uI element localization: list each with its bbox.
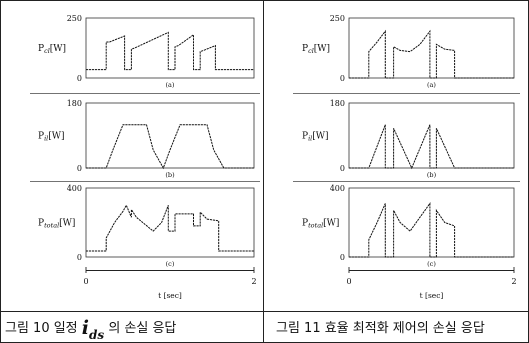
- y-max-label: 400: [67, 184, 82, 193]
- y-min-label: 0: [340, 74, 345, 83]
- time-tick-label: 0: [346, 277, 351, 286]
- figure-10-caption: 그림 10 일정 ids 의 손실 응답: [5, 317, 176, 342]
- time-axis: 0 2 t [sec]: [346, 267, 517, 300]
- y-axis-label: Ptotal[W]: [38, 219, 75, 230]
- y-max-label: 250: [330, 14, 345, 23]
- series-line: [86, 204, 254, 252]
- panel-b: 180 0 Pil[W] (b): [302, 99, 515, 179]
- panel-frame: [348, 187, 515, 258]
- y-min-label: 0: [77, 74, 82, 83]
- panel-label: (b): [427, 171, 437, 179]
- y-max-label: 180: [67, 99, 82, 108]
- y-max-label: 250: [67, 14, 82, 23]
- panel-b: 180 0 Pil[W] (b): [38, 99, 255, 179]
- time-axis-label: t [sec]: [420, 291, 444, 300]
- y-axis-label: Pil[W]: [38, 132, 65, 143]
- series-line: [86, 124, 254, 170]
- series-line: [349, 29, 514, 79]
- panel-label: (c): [166, 260, 175, 268]
- time-axis-label: t [sec]: [158, 291, 182, 300]
- figure-11: 250 0 Pcl[W] (a) 180 0 Pil[W] (b) 400 0 Ptotal[W] (…: [293, 14, 520, 300]
- caption-prefix: 그림 10 일정: [5, 321, 78, 336]
- panel-label: (a): [427, 81, 436, 89]
- y-min-label: 0: [340, 164, 345, 173]
- y-min-label: 0: [340, 253, 345, 262]
- panel-label: (a): [166, 81, 175, 89]
- time-tick-label: 2: [511, 277, 516, 286]
- panel-frame: [85, 102, 255, 169]
- figure-11-caption: 그림 11 효율 최적화 제어의 손실 응답: [276, 321, 485, 336]
- panel-frame: [348, 102, 515, 169]
- y-axis-label: Pcl[W]: [38, 44, 66, 55]
- panel-frame: [348, 17, 515, 79]
- time-axis: 0 2 t [sec]: [83, 267, 257, 300]
- panel-c: 400 0 Ptotal[W] (c): [38, 184, 255, 268]
- time-tick-label: 2: [251, 277, 256, 286]
- panel-frame: [85, 17, 255, 79]
- panel-a: 250 0 Pcl[W] (a): [302, 14, 515, 89]
- panel-a: 250 0 Pcl[W] (a): [38, 14, 255, 89]
- panel-c: 400 0 Ptotal[W] (c): [302, 184, 515, 268]
- time-tick-label: 0: [83, 277, 88, 286]
- caption-variable: ids: [81, 317, 105, 342]
- series-line: [349, 124, 514, 170]
- panel-frame: [85, 187, 255, 258]
- caption-variable-sub: ds: [89, 327, 105, 342]
- panel-label: (b): [165, 171, 175, 179]
- y-min-label: 0: [77, 253, 82, 262]
- figure-10: 250 0 Pcl[W] (a) 180 0 Pil[W] (b) 400 0 Ptotal[W] (…: [30, 14, 260, 300]
- series-line: [86, 31, 254, 71]
- y-min-label: 0: [77, 164, 82, 173]
- y-axis-label: Ptotal[W]: [302, 219, 339, 230]
- series-line: [349, 201, 514, 258]
- panel-label: (c): [427, 260, 436, 268]
- caption-suffix: 의 손실 응답: [108, 321, 177, 336]
- y-max-label: 180: [330, 99, 345, 108]
- y-max-label: 400: [330, 184, 345, 193]
- caption-variable-main: i: [81, 317, 90, 339]
- y-axis-label: Pcl[W]: [302, 44, 330, 55]
- y-axis-label: Pil[W]: [302, 132, 329, 143]
